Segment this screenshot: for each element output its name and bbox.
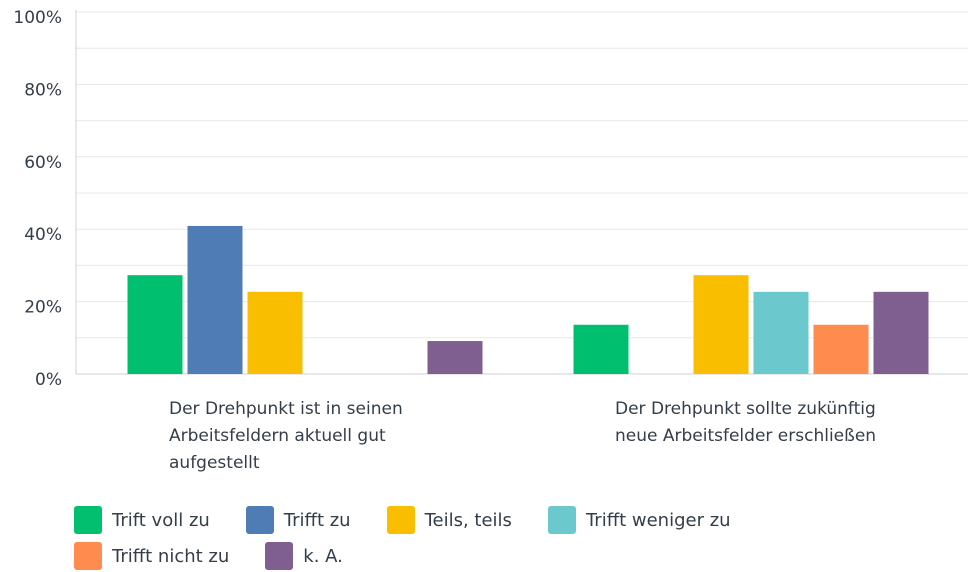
bar [573, 324, 629, 374]
legend-item: k. A. [265, 542, 343, 570]
legend-swatch [245, 506, 274, 534]
legend-item: Trifft weniger zu [547, 506, 731, 534]
y-tick-label: 0% [35, 370, 62, 390]
legend-swatch [547, 506, 576, 534]
bar [693, 275, 749, 374]
bar [127, 275, 183, 374]
x-tick-label: Der Drehpunkt ist in seinen Arbeitsfelde… [169, 399, 403, 473]
y-tick-label: 40% [24, 225, 62, 245]
bar [187, 225, 243, 374]
legend-swatch [74, 506, 102, 534]
legend: Trift voll zu Trifft zu Teils, teils Trifft… [74, 506, 874, 570]
legend-item: Trift voll zu [74, 506, 210, 534]
bar [753, 291, 809, 374]
plot: 0% 20% 40% 60% 80% 100% [13, 8, 968, 390]
bar [813, 324, 869, 374]
legend-label: Trift voll zu [112, 509, 210, 531]
legend-swatch [386, 506, 415, 534]
y-tick-label: 20% [24, 298, 62, 318]
y-tick-label: 100% [13, 8, 62, 28]
y-tick-label: 60% [24, 153, 62, 173]
legend-item: Trifft nicht zu [74, 542, 229, 570]
y-tick-label: 80% [24, 80, 62, 100]
legend-item: Teils, teils [386, 506, 512, 534]
x-tick-label: Der Drehpunkt sollte zukünftig neue Arbe… [615, 399, 877, 446]
legend-item: Trifft zu [245, 506, 351, 534]
legend-swatch [265, 542, 294, 570]
legend-label: Trifft weniger zu [585, 509, 731, 531]
legend-label: Teils, teils [424, 509, 512, 531]
legend-label: Trifft zu [283, 509, 351, 531]
bar [427, 341, 483, 374]
bar [247, 291, 303, 374]
legend-swatch [74, 542, 102, 570]
bar [873, 291, 929, 374]
legend-label: Trifft nicht zu [112, 545, 230, 567]
legend-label: k. A. [303, 545, 343, 567]
